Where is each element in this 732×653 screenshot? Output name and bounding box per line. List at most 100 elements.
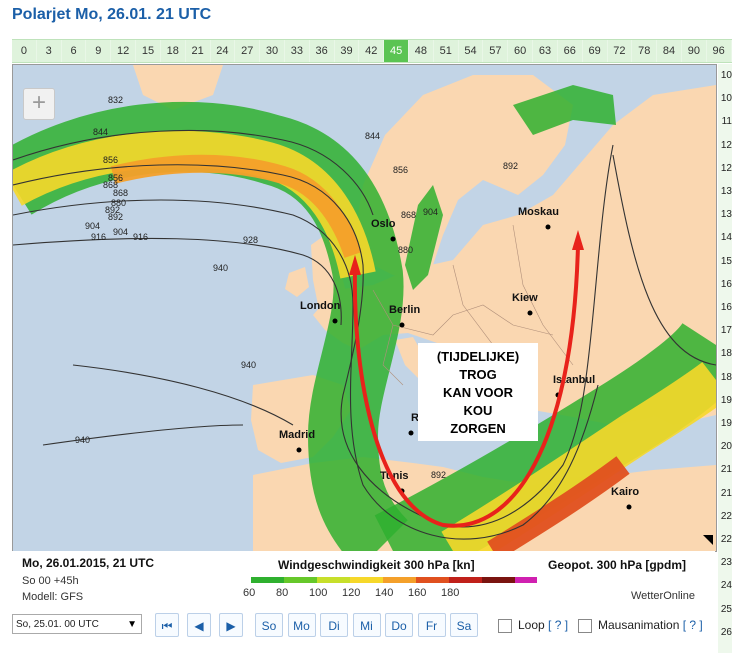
wind-color-scale (251, 577, 537, 583)
hour-96[interactable]: 96 (707, 40, 732, 62)
contour-label: 940 (241, 360, 256, 370)
contour-label: 868 (113, 188, 128, 198)
city-label: Madrid (279, 429, 315, 441)
side-scale-label: 11 (721, 116, 732, 128)
annotation-line: TROG (459, 367, 497, 382)
annotation-line: KOU (464, 403, 493, 418)
hour-57[interactable]: 57 (483, 40, 509, 62)
side-scale-label: 21 (720, 464, 732, 476)
city-dot (626, 504, 632, 510)
contour-label: 940 (75, 435, 90, 445)
page-title: Polarjet Mo, 26.01. 21 UTC (12, 6, 212, 23)
scale-swatch (416, 577, 449, 583)
hour-15[interactable]: 15 (136, 40, 161, 62)
mouse-animation-label: Mausanimation [ ? ] (598, 618, 703, 632)
side-scale-label: 25 (720, 603, 732, 615)
day-button-fr[interactable]: Fr (417, 613, 446, 637)
hour-30[interactable]: 30 (260, 40, 285, 62)
hour-3[interactable]: 3 (37, 40, 62, 62)
city-dot (296, 447, 302, 453)
contour-label: 880 (111, 198, 126, 208)
contour-label: 892 (108, 212, 123, 222)
city-dot (332, 318, 338, 324)
hour-90[interactable]: 90 (682, 40, 707, 62)
day-button-so[interactable]: So (255, 613, 283, 637)
side-scale-label: 22 (720, 534, 732, 545)
side-scale-label: 18 (720, 371, 732, 383)
corner-marker (703, 535, 713, 545)
day-button-do[interactable]: Do (385, 613, 413, 637)
hour-39[interactable]: 39 (335, 40, 360, 62)
prev-button[interactable]: ◀ (187, 613, 211, 637)
hour-45[interactable]: 45 (384, 40, 409, 62)
city-label: Istanbul (553, 374, 595, 386)
hour-24[interactable]: 24 (211, 40, 236, 62)
side-scale-label: 18 (720, 348, 732, 360)
day-button-mo[interactable]: Mo (287, 613, 316, 637)
side-scale-label: 13 (720, 186, 732, 197)
hour-51[interactable]: 51 (434, 40, 459, 62)
contour-label: 868 (103, 180, 118, 190)
scale-swatch (350, 577, 383, 583)
land-greenland (133, 65, 223, 110)
city-label: Tunis (380, 470, 409, 482)
weather-map: 832 844 856 856 868 868 880 892 892 904 904 916 916 9… (12, 64, 717, 552)
hour-78[interactable]: 78 (632, 40, 658, 62)
side-scale-label: 21 (720, 487, 732, 499)
contour-label: 880 (398, 245, 413, 255)
side-scale-label: 20 (720, 441, 732, 453)
run-select[interactable]: So, 25.01. 00 UTC ▼ (12, 614, 142, 634)
mouse-animation-checkbox[interactable] (578, 619, 592, 633)
hour-60[interactable]: 60 (508, 40, 534, 62)
zoom-in-button[interactable]: + (23, 88, 55, 120)
land-ireland (285, 267, 309, 297)
hour-9[interactable]: 9 (86, 40, 112, 62)
hour-18[interactable]: 18 (161, 40, 186, 62)
day-button-mi[interactable]: Mi (352, 613, 381, 637)
contour-label: 928 (243, 235, 258, 245)
scale-swatch (449, 577, 482, 583)
contour-label: 856 (103, 155, 118, 165)
hour-0[interactable]: 0 (12, 40, 37, 62)
day-button-di[interactable]: Di (320, 613, 348, 637)
contour-label: 904 (423, 207, 438, 217)
loop-checkbox[interactable] (498, 619, 512, 633)
trough-annotation: (TIJDELIJKE) TROG KAN VOOR KOU ZORGEN (437, 349, 519, 436)
hour-27[interactable]: 27 (235, 40, 261, 62)
hour-36[interactable]: 36 (310, 40, 335, 62)
side-scale-label: 19 (720, 394, 732, 406)
trough-arrow (352, 244, 580, 528)
hour-21[interactable]: 21 (186, 40, 211, 62)
hour-54[interactable]: 54 (459, 40, 484, 62)
loop-label: Loop [ ? ] (518, 618, 569, 632)
contour-label: 868 (401, 210, 416, 220)
land-scandinavia (353, 75, 573, 280)
annotation-line: ZORGEN (450, 421, 506, 436)
hour-42[interactable]: 42 (359, 40, 385, 62)
contour-label: 916 (133, 232, 148, 242)
scale-swatch (515, 577, 537, 583)
city-labels: Moskau Oslo London Berlin Kiew Istanbul Madrid… (279, 206, 639, 510)
next-icon: ▶ (226, 619, 236, 633)
chevron-down-icon: ▼ (127, 619, 137, 630)
hour-84[interactable]: 84 (657, 40, 682, 62)
day-button-sa[interactable]: Sa (450, 613, 478, 637)
hour-69[interactable]: 69 (583, 40, 608, 62)
hour-6[interactable]: 6 (62, 40, 87, 62)
prev-icon: ◀ (194, 619, 204, 633)
skip-back-button[interactable]: ⏮ (155, 613, 179, 637)
hour-72[interactable]: 72 (608, 40, 633, 62)
city-dot (545, 224, 551, 230)
side-scale-label: 15 (720, 255, 732, 267)
hour-66[interactable]: 66 (558, 40, 583, 62)
next-button[interactable]: ▶ (219, 613, 243, 637)
scale-swatch (383, 577, 416, 583)
city-label: Moskau (518, 206, 559, 218)
hour-12[interactable]: 12 (111, 40, 137, 62)
scale-swatch (284, 577, 317, 583)
hour-33[interactable]: 33 (285, 40, 310, 62)
trough-arrow-head-right (572, 230, 584, 250)
city-dot (527, 310, 533, 316)
hour-63[interactable]: 63 (533, 40, 558, 62)
hour-48[interactable]: 48 (409, 40, 434, 62)
